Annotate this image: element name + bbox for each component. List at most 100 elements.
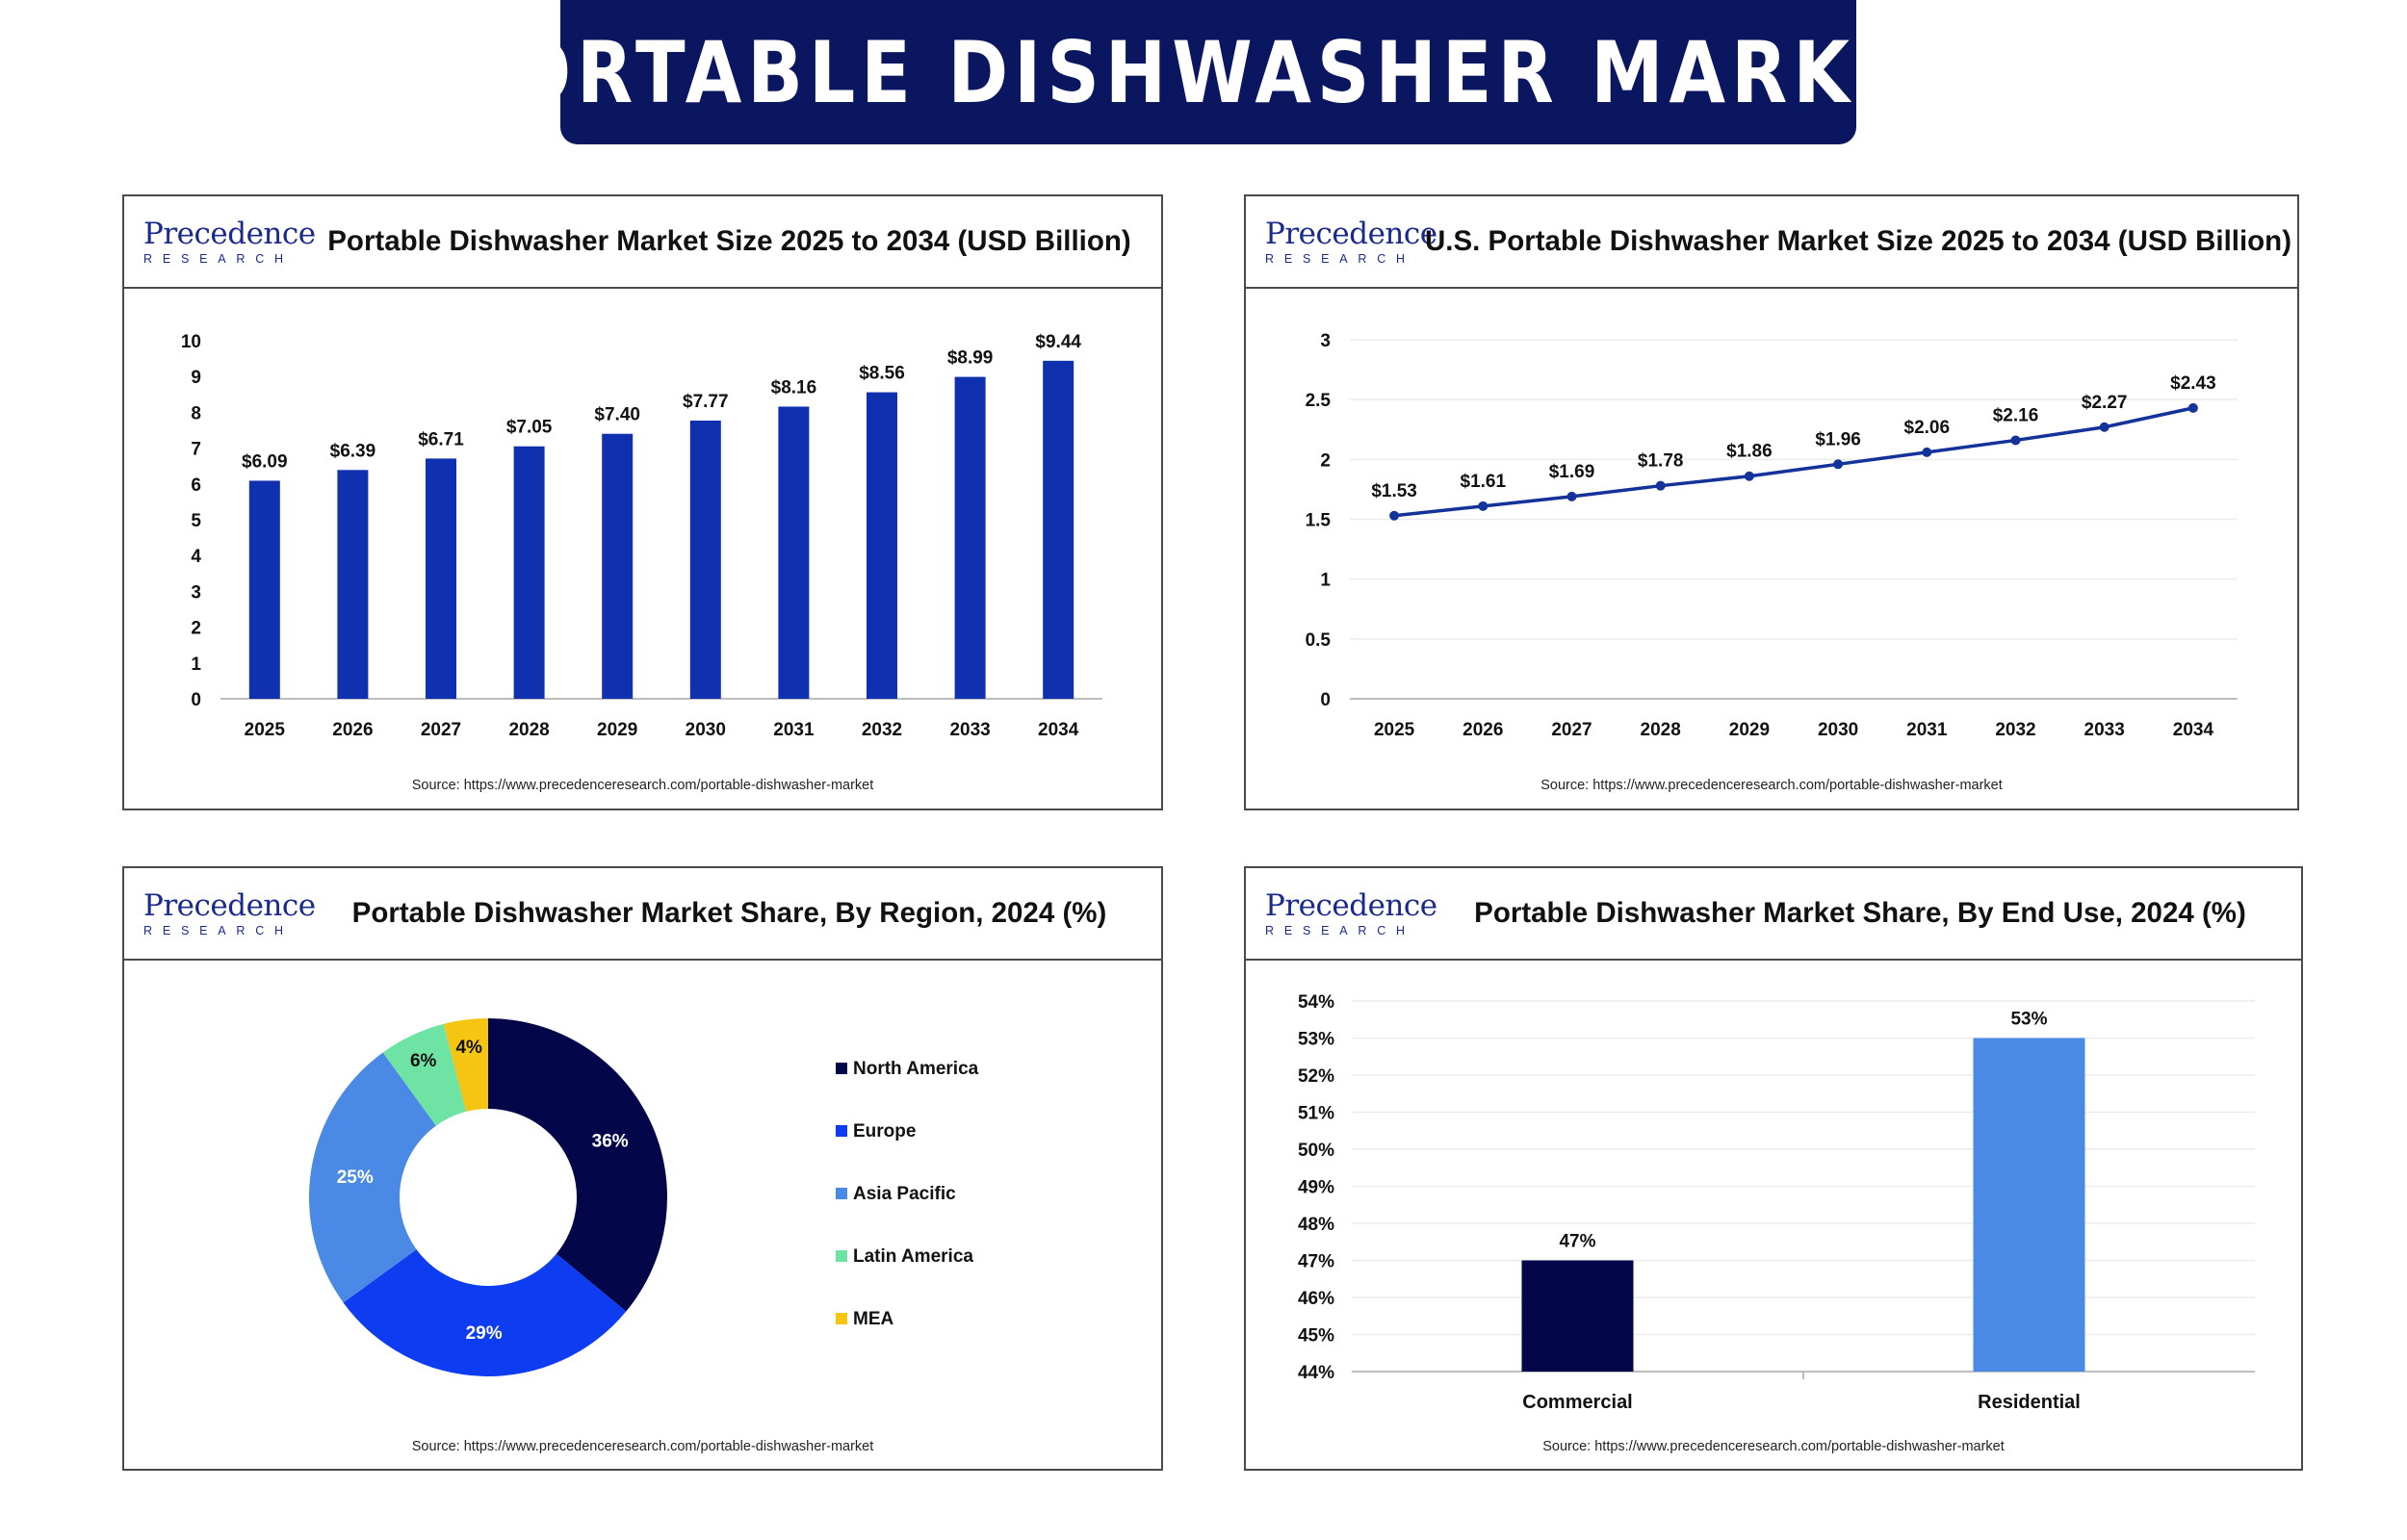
bar: [689, 420, 721, 699]
data-label: $8.99: [947, 348, 994, 369]
logo-sub: RESEARCH: [143, 252, 294, 266]
x-tick-label: 2031: [1906, 720, 1948, 740]
global-bar-chart: 0 1 2 3 4 5 6 7 8 9 10 $6.09 2025 $6.39 2026 $6.71 2027 $…: [181, 332, 1102, 740]
y-tick-label: 45%: [1298, 1326, 1334, 1347]
region-donut-chart: 36% North America 29% Europe 25% Asia Pacific…: [309, 1018, 979, 1376]
donut-slice: [309, 1052, 436, 1303]
y-tick-label: 10: [181, 332, 201, 352]
legend-swatch: [836, 1313, 847, 1324]
x-tick-label: 2029: [1729, 720, 1770, 740]
bar: [954, 376, 986, 699]
title-banner: PORTABLE DISHWASHER MARKET: [450, 0, 1961, 144]
y-tick-label: 4: [191, 547, 201, 567]
data-label: $7.77: [683, 392, 729, 412]
us-line-chart: 0 0.5 1 1.5 2 2.5 3 $1.53 2025 $1.61 2026 $1.69 2027…: [1306, 331, 2238, 740]
x-tick-label: 2028: [508, 720, 549, 740]
data-label: $8.16: [771, 377, 817, 398]
data-label: $6.71: [418, 429, 464, 449]
x-tick-label: Residential: [1978, 1392, 2081, 1413]
data-label: $7.05: [506, 418, 553, 438]
x-tick-label: 2027: [1551, 720, 1592, 740]
slice-label: 6%: [410, 1051, 437, 1071]
data-label: $1.96: [1815, 429, 1861, 449]
x-tick-label: 2026: [1462, 720, 1503, 740]
panel-header: Precedence RESEARCH Portable Dishwasher …: [1246, 868, 2301, 961]
data-point: [2099, 422, 2109, 432]
legend-label: Latin America: [853, 1246, 973, 1267]
y-tick-label: 2: [1320, 450, 1331, 471]
x-tick-label: Commercial: [1522, 1392, 1633, 1413]
panel-header: Precedence RESEARCH U.S. Portable Dishwa…: [1246, 196, 2297, 289]
y-tick-label: 9: [191, 368, 201, 388]
slice-label: 4%: [455, 1038, 482, 1058]
panel-region-share: Precedence RESEARCH Portable Dishwasher …: [122, 866, 1163, 1471]
panel-global-market-size: Precedence RESEARCH Portable Dishwasher …: [122, 194, 1163, 810]
y-tick-label: 1: [191, 654, 201, 675]
y-tick-label: 2.5: [1306, 391, 1332, 411]
data-point: [1833, 459, 1844, 470]
x-tick-label: 2033: [2084, 720, 2125, 740]
y-tick-label: 7: [191, 440, 201, 460]
legend-swatch: [836, 1250, 847, 1262]
x-tick-label: 2028: [1641, 720, 1681, 740]
legend-swatch: [836, 1188, 847, 1199]
data-label: $1.78: [1638, 451, 1684, 472]
panel-header: Precedence RESEARCH Portable Dishwasher …: [124, 868, 1161, 961]
data-label: $2.16: [1993, 405, 2039, 425]
data-label: $2.27: [2082, 393, 2128, 413]
legend-label: Asia Pacific: [853, 1184, 956, 1204]
x-tick-label: 2034: [2173, 720, 2214, 740]
x-tick-label: 2029: [597, 720, 637, 740]
x-tick-label: 2025: [1374, 720, 1415, 740]
data-label: 47%: [1559, 1232, 1595, 1252]
y-tick-label: 54%: [1298, 992, 1334, 1013]
slice-label: 36%: [592, 1131, 629, 1151]
logo-word: Precedence: [1265, 888, 1437, 923]
chart-title: U.S. Portable Dishwasher Market Size 202…: [1424, 225, 2292, 257]
source-text: Source: https://www.precedenceresearch.c…: [1542, 1439, 2005, 1454]
donut-slice: [443, 1018, 488, 1112]
page-title: PORTABLE DISHWASHER MARKET: [450, 22, 1967, 122]
x-tick-label: 2030: [686, 720, 726, 740]
bar: [513, 446, 545, 699]
x-tick-label: 2026: [332, 720, 373, 740]
y-tick-label: 51%: [1298, 1104, 1334, 1124]
precedence-logo: Precedence RESEARCH: [143, 889, 316, 943]
logo-sub: RESEARCH: [143, 924, 294, 937]
x-tick-label: 2025: [245, 720, 286, 740]
data-point: [2010, 435, 2021, 446]
enduse-bar-chart: 44% 45% 46% 47% 48% 49% 50% 51% 52% 53% 54% 47% Comm…: [1298, 992, 2255, 1413]
y-tick-label: 47%: [1298, 1252, 1334, 1272]
panel-enduse-share: Precedence RESEARCH Portable Dishwasher …: [1244, 866, 2303, 1471]
data-point: [1478, 500, 1488, 511]
logo-sub: RESEARCH: [1265, 924, 1415, 937]
x-tick-label: 2027: [421, 720, 461, 740]
data-label: $6.39: [330, 441, 376, 461]
x-tick-label: 2033: [949, 720, 990, 740]
series-line: [1393, 406, 2194, 518]
x-tick-label: 2032: [862, 720, 902, 740]
x-tick-label: 2034: [1038, 720, 1079, 740]
data-label: $1.61: [1461, 472, 1507, 492]
bar: [867, 392, 897, 699]
y-tick-label: 3: [191, 582, 201, 603]
y-tick-label: 2: [191, 619, 201, 639]
panel-header: Precedence RESEARCH Portable Dishwasher …: [124, 196, 1161, 289]
chart-title: Portable Dishwasher Market Size 2025 to …: [327, 225, 1131, 257]
legend-swatch: [836, 1125, 847, 1137]
y-tick-label: 0: [1320, 690, 1331, 710]
y-tick-label: 52%: [1298, 1066, 1334, 1087]
bar: [1973, 1038, 2085, 1372]
precedence-logo: Precedence RESEARCH: [143, 218, 316, 271]
logo-sub: RESEARCH: [1265, 252, 1415, 266]
logo-word: Precedence: [1265, 217, 1437, 251]
slice-label: 29%: [466, 1323, 503, 1344]
legend-label: MEA: [853, 1309, 894, 1329]
data-point: [1566, 491, 1577, 501]
y-tick-label: 1.5: [1306, 511, 1332, 531]
chart-title: Portable Dishwasher Market Share, By Reg…: [351, 897, 1107, 929]
bar: [337, 470, 369, 699]
data-label: $6.09: [242, 451, 288, 472]
y-tick-label: 46%: [1298, 1289, 1334, 1309]
legend-label: Europe: [853, 1121, 916, 1142]
